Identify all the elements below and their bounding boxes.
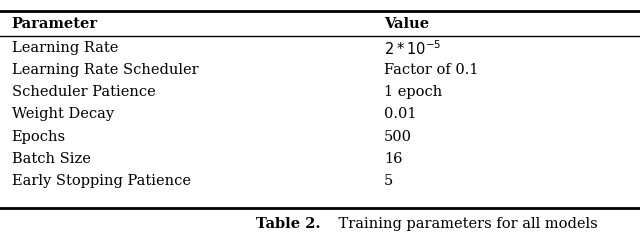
Text: Epochs: Epochs xyxy=(12,129,66,144)
Text: Parameter: Parameter xyxy=(12,16,98,31)
Text: Learning Rate Scheduler: Learning Rate Scheduler xyxy=(12,63,198,77)
Text: Weight Decay: Weight Decay xyxy=(12,107,114,121)
Text: 0.01: 0.01 xyxy=(384,107,417,121)
Text: Scheduler Patience: Scheduler Patience xyxy=(12,85,156,99)
Text: Training parameters for all models: Training parameters for all models xyxy=(320,217,598,231)
Text: 5: 5 xyxy=(384,174,393,188)
Text: 1 epoch: 1 epoch xyxy=(384,85,442,99)
Text: 500: 500 xyxy=(384,129,412,144)
Text: Batch Size: Batch Size xyxy=(12,152,90,166)
Text: Table 2.: Table 2. xyxy=(255,217,320,231)
Text: $2 * 10^{-5}$: $2 * 10^{-5}$ xyxy=(384,39,442,58)
Text: 16: 16 xyxy=(384,152,403,166)
Text: Value: Value xyxy=(384,16,429,31)
Text: Early Stopping Patience: Early Stopping Patience xyxy=(12,174,191,188)
Text: Learning Rate: Learning Rate xyxy=(12,41,118,55)
Text: Factor of 0.1: Factor of 0.1 xyxy=(384,63,479,77)
